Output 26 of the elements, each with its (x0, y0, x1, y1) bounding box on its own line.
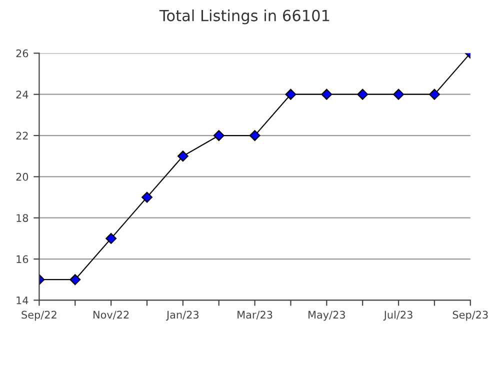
point (70, 274, 81, 286)
chart-title: Total Listings in 66101 (159, 10, 330, 24)
point (249, 130, 260, 141)
point (142, 192, 152, 203)
y-tick-label: 18 (16, 214, 28, 222)
point (106, 232, 117, 244)
y-tick-label: 24 (16, 90, 28, 98)
x-tick-label: Nov/22 (94, 310, 129, 320)
y-tick-label: 14 (16, 296, 28, 304)
y-tick-label: 26 (16, 49, 28, 58)
point (393, 88, 404, 100)
point (357, 88, 368, 100)
x-tick-label: Sep/23 (452, 310, 488, 321)
y-tick-label: 20 (16, 172, 28, 181)
x-tick-label: Mar/23 (238, 310, 272, 320)
x-tick-label: Jan/23 (166, 310, 199, 321)
point (429, 88, 440, 100)
point (213, 130, 224, 141)
y-tick-label: 22 (16, 132, 28, 140)
y-tick-label: 16 (16, 255, 28, 264)
x-tick-label: Jul/23 (383, 310, 412, 321)
x-tick-label: Sep/22 (22, 310, 56, 321)
x-tick-label: May/23 (308, 310, 345, 321)
point (321, 88, 332, 100)
point (285, 88, 296, 100)
point (177, 150, 188, 162)
